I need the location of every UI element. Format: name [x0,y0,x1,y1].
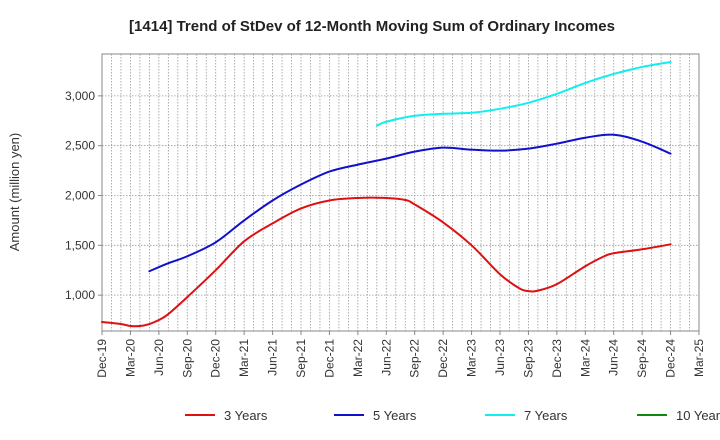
series-layer [101,60,672,328]
chart-title: [1414] Trend of StDev of 12-Month Moving… [129,18,615,35]
x-tick-label: Mar-23 [465,339,479,377]
legend-label-7-years: 7 Years [524,408,568,423]
y-axis-label: Amount (million yen) [7,133,22,252]
x-tick-label: Jun-24 [607,339,621,376]
x-tick-label: Mar-24 [578,339,592,377]
y-tick-label: 2,000 [65,188,95,202]
series-line-7-years [375,60,672,127]
x-tick-label: Mar-25 [692,339,706,377]
y-tick-label: 3,000 [65,89,95,103]
x-tick-label: Jun-20 [152,339,166,376]
x-tick-label: Dec-21 [322,339,336,378]
legend-label-5-years: 5 Years [373,408,417,423]
x-tick-label: Sep-23 [521,339,535,378]
y-tick-label: 1,000 [65,288,95,302]
x-tick-label: Jun-22 [379,339,393,376]
x-tick-label: Mar-22 [351,339,365,377]
grid [102,54,699,331]
y-tick-label: 1,500 [65,238,95,252]
legend: 3 Years 5 Years 7 Years 10 Years [185,408,720,423]
x-tick-label: Dec-22 [436,339,450,378]
x-tick-label: Dec-23 [550,339,564,378]
series-line-5-years [148,133,672,273]
legend-label-3-years: 3 Years [224,408,268,423]
x-tick-label: Dec-20 [209,339,223,378]
x-tick-label: Sep-24 [635,339,649,378]
x-tick-label: Sep-22 [408,339,422,378]
x-tick-label: Mar-20 [123,339,137,377]
plot-frame [101,53,700,332]
x-axis-ticks: Dec-19 Mar-20 Jun-20 Sep-20 Dec-20 Mar-21 Jun-… [95,331,706,378]
x-tick-label: Sep-20 [180,339,194,378]
y-axis-ticks: 1,000 1,500 2,000 2,500 3,000 [65,89,102,302]
x-tick-label: Jun-21 [266,339,280,376]
x-tick-label: Sep-21 [294,339,308,378]
legend-label-10-years: 10 Years [676,408,720,423]
x-tick-label: Jun-23 [493,339,507,376]
series-line-3-years [101,196,672,328]
x-tick-label: Dec-24 [664,339,678,378]
x-tick-label: Mar-21 [237,339,251,377]
x-tick-label: Dec-19 [95,339,109,378]
y-tick-label: 2,500 [65,139,95,153]
